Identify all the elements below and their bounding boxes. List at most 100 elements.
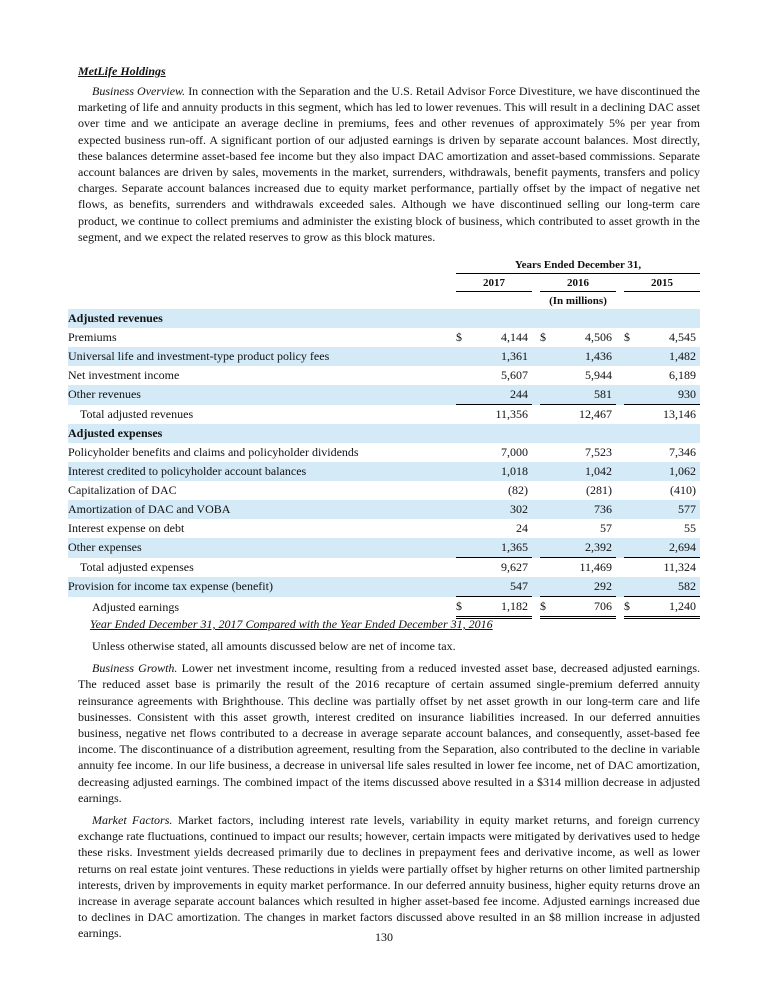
- row-label: Interest credited to policyholder accoun…: [68, 462, 448, 481]
- table-row: Provision for income tax expense (benefi…: [68, 577, 700, 597]
- cell: [616, 558, 624, 578]
- currency: [540, 366, 552, 385]
- amount: 244: [468, 385, 532, 405]
- currency: $: [540, 330, 546, 344]
- amount: 4,545: [669, 330, 696, 344]
- cell: [552, 424, 616, 443]
- paragraph-lead: Market Factors.: [92, 813, 173, 828]
- row-label: Adjusted expenses: [68, 424, 448, 443]
- cell: [532, 577, 540, 597]
- table-row: Other revenues 244 581 930: [68, 385, 700, 405]
- paragraph-text: In connection with the Separation and th…: [78, 84, 701, 244]
- cell: [616, 519, 624, 538]
- currency: [624, 481, 636, 500]
- cell: [616, 274, 624, 292]
- table-row: Other expenses 1,365 2,392 2,694: [68, 538, 700, 558]
- amount: 5,607: [501, 368, 528, 382]
- amount: 55: [684, 521, 696, 535]
- cell: [532, 347, 540, 366]
- amount: 24: [516, 521, 528, 535]
- currency: [624, 385, 636, 405]
- currency: [456, 557, 468, 577]
- table-row: Adjusted revenues: [68, 309, 700, 328]
- cell: [532, 328, 540, 347]
- currency: [456, 519, 468, 538]
- currency: [456, 500, 468, 519]
- cell: [456, 424, 468, 443]
- paragraph: Market Factors. Market factors, includin…: [78, 812, 700, 942]
- amount: 4,506: [585, 330, 612, 344]
- cell: [68, 274, 448, 292]
- cell: [624, 424, 636, 443]
- row-label: Adjusted earnings: [92, 599, 179, 614]
- amount: 1,436: [552, 347, 616, 366]
- cell: [448, 292, 456, 310]
- header-row: 2017 2016 2015: [68, 273, 700, 292]
- cell: [448, 519, 456, 538]
- cell: [448, 481, 456, 500]
- cell: [448, 577, 456, 597]
- currency: [624, 538, 636, 558]
- row-label: Total adjusted expenses: [80, 559, 194, 574]
- amount: 12,467: [552, 404, 616, 424]
- paragraph-text: Market factors, including interest rate …: [78, 813, 700, 941]
- table-row: Universal life and investment-type produ…: [68, 347, 700, 366]
- year-header: 2017: [456, 273, 532, 292]
- currency: [456, 404, 468, 424]
- cell: [636, 309, 700, 328]
- amount: 7,346: [669, 445, 696, 459]
- row-label: Premiums: [68, 330, 117, 344]
- cell: [68, 256, 448, 274]
- currency: [540, 385, 552, 405]
- currency: [540, 443, 552, 462]
- period-header: Years Ended December 31,: [456, 256, 700, 274]
- paragraph: Unless otherwise stated, all amounts dis…: [78, 638, 700, 654]
- currency: [624, 557, 636, 577]
- table-row: Total adjusted expenses 9,627 11,469 11,324: [68, 557, 700, 578]
- currency: [624, 577, 636, 597]
- row-label: Other revenues: [68, 385, 448, 405]
- row-label: Provision for income tax expense (benefi…: [68, 577, 448, 597]
- cell: [448, 424, 456, 443]
- amount: 5,944: [585, 368, 612, 382]
- cell: [448, 558, 456, 578]
- cell: [616, 328, 624, 347]
- cell: [616, 405, 624, 425]
- intro-block: MetLife Holdings Business Overview. In c…: [78, 64, 700, 251]
- cell: [448, 385, 456, 405]
- currency: [540, 500, 552, 519]
- amount: 11,356: [468, 404, 532, 424]
- year-header: 2016: [540, 273, 616, 292]
- amount: (281): [586, 483, 612, 497]
- amount: 581: [552, 385, 616, 405]
- currency: $: [456, 330, 462, 344]
- cell: [532, 519, 540, 538]
- amount: 1,018: [468, 462, 532, 481]
- amount: 1,062: [636, 462, 700, 481]
- units: (In millions): [549, 294, 607, 307]
- cell: [532, 405, 540, 425]
- discussion-block: Year Ended December 31, 2017 Compared wi…: [78, 617, 700, 948]
- cell: [616, 443, 624, 462]
- amount: 292: [552, 577, 616, 597]
- currency: [456, 538, 468, 558]
- paragraph-lead: Business Growth.: [92, 661, 178, 676]
- cell: [532, 424, 540, 443]
- header-row: (In millions): [68, 292, 700, 310]
- amount: 1,182: [468, 596, 532, 619]
- cell: [532, 366, 540, 385]
- cell: [616, 481, 624, 500]
- cell: [532, 597, 540, 618]
- cell: [616, 500, 624, 519]
- cell: [532, 274, 540, 292]
- amount: (410): [670, 483, 696, 497]
- cell: [68, 292, 448, 310]
- row-label: Adjusted revenues: [68, 309, 448, 328]
- amount: 1,240: [636, 596, 700, 619]
- row-label: Universal life and investment-type produ…: [68, 347, 448, 366]
- amount: 11,469: [552, 557, 616, 577]
- currency: [456, 443, 468, 462]
- paragraph: Business Overview. In connection with th…: [78, 83, 700, 245]
- comparison-heading: Year Ended December 31, 2017 Compared wi…: [90, 617, 493, 631]
- header-row: Years Ended December 31,: [68, 256, 700, 274]
